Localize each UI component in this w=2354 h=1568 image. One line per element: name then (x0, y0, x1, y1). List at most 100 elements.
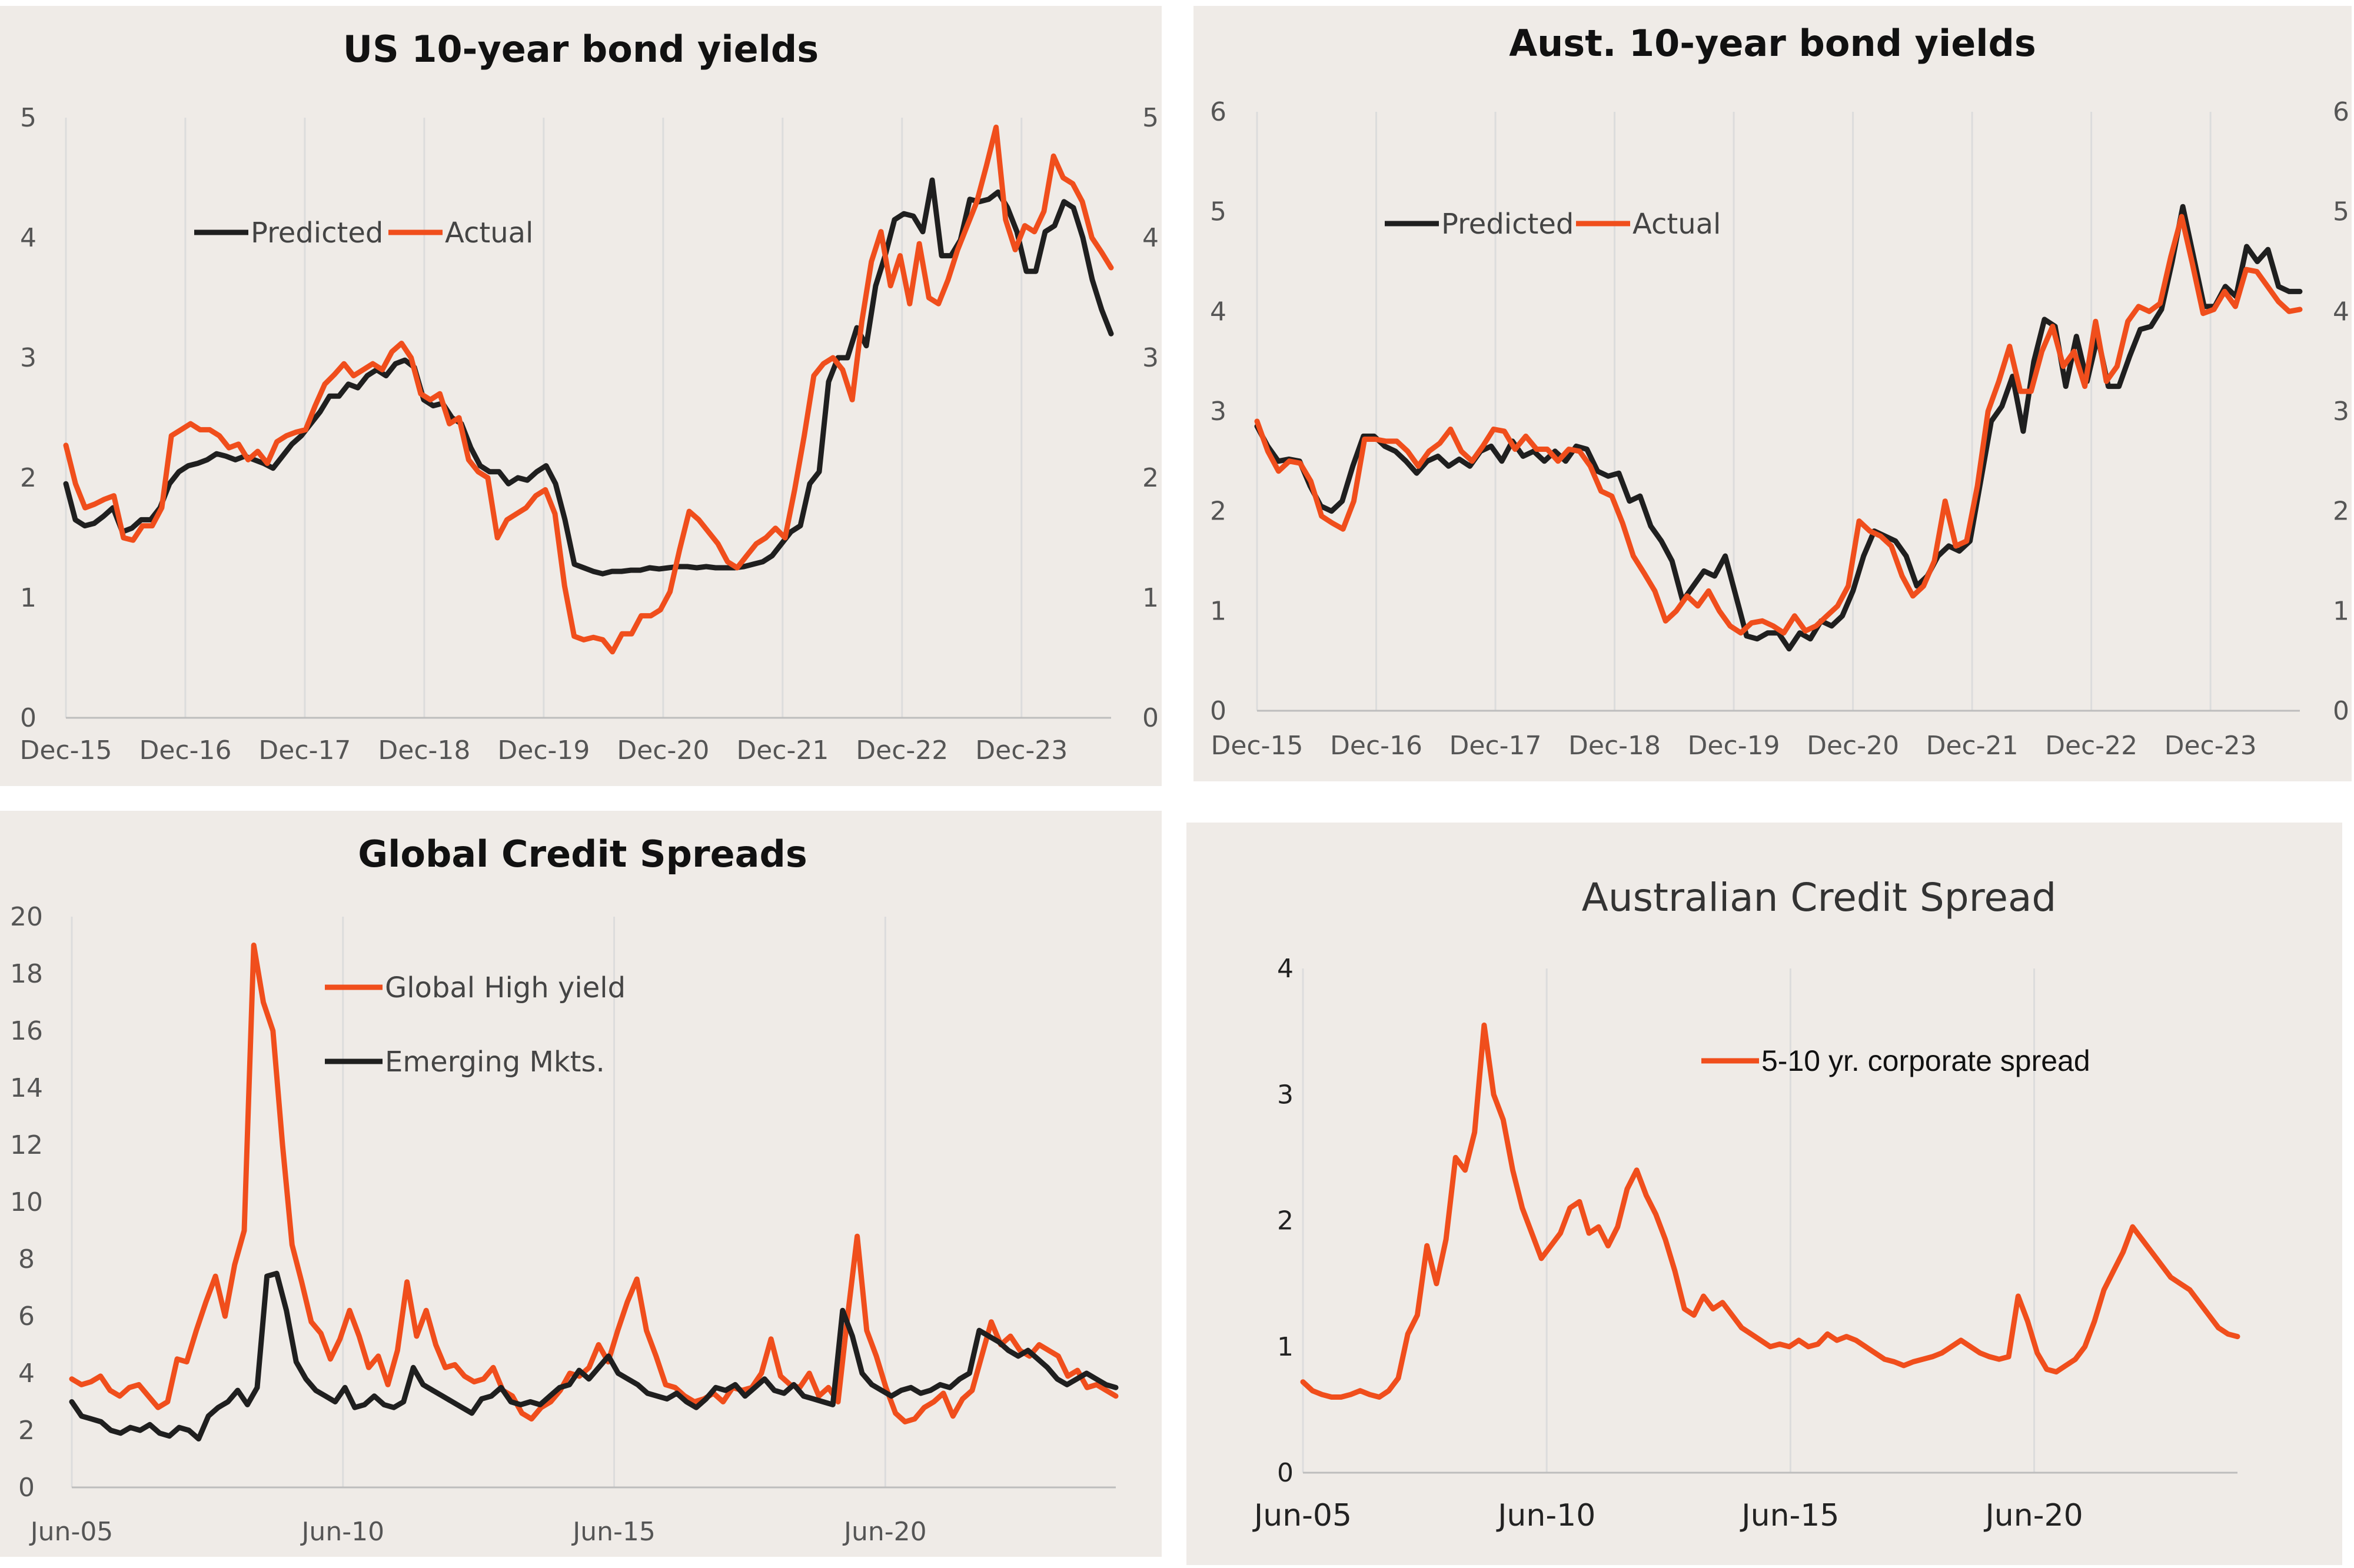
series-lines (63, 124, 1114, 655)
x-tick-label: Jun-05 (29, 1517, 114, 1547)
series-line-global-high-yield (69, 943, 1119, 1424)
x-gridlines (65, 118, 1023, 718)
y-tick-label: 1 (20, 583, 36, 613)
y-axis-right-ticks: 0 1 2 3 4 5 (1142, 103, 1159, 733)
legend-item: Predicted (1385, 208, 1574, 241)
legend-label: Predicted (1441, 208, 1574, 241)
y-tick-label: 5 (1210, 197, 1226, 227)
chart-title: Aust. 10-year bond yields (1509, 22, 2036, 65)
y-tick-label: 1 (1210, 596, 1226, 626)
legend-item: Emerging Mkts. (325, 1046, 605, 1078)
y-tick-label: 3 (1210, 397, 1226, 427)
y-tick-label: 4 (1277, 954, 1294, 984)
legend: Predicted Actual (194, 217, 533, 249)
series-line-emerging-mkts- (69, 1270, 1119, 1442)
y-tick-label: 6 (18, 1301, 35, 1331)
y-tick-label: 12 (10, 1130, 43, 1160)
y-axis-left-ticks: 0 1 2 3 4 (1277, 954, 1294, 1488)
y-tick-label-right: 1 (1142, 583, 1159, 613)
legend-label: Global High yield (385, 971, 626, 1004)
x-tick-label: Dec-19 (497, 735, 590, 765)
legend: Global High yield Emerging Mkts. (325, 971, 626, 1078)
x-tick-label: Dec-23 (2165, 731, 2257, 761)
series-lines (1300, 1022, 2240, 1400)
y-tick-label-right: 2 (2333, 497, 2349, 527)
y-tick-label-right: 6 (2333, 97, 2349, 127)
legend-item: Global High yield (325, 971, 626, 1004)
y-tick-label: 5 (20, 103, 36, 133)
legend-label: Predicted (251, 217, 383, 249)
aus-bond-yields-panel: Aust. 10-year bond yields 0 1 2 3 4 5 6 0 1 2 3 4 5… (1193, 6, 2352, 781)
y-tick-label: 10 (10, 1187, 43, 1217)
legend-item: Actual (388, 217, 533, 249)
y-tick-label: 6 (1210, 97, 1226, 127)
x-tick-label: Jun-15 (571, 1517, 656, 1547)
series-line-5-10-yr-corporate-spread (1300, 1022, 2240, 1400)
y-tick-label: 0 (1210, 696, 1226, 726)
y-tick-label: 2 (18, 1416, 35, 1446)
series-line-predicted (63, 177, 1114, 577)
x-tick-label: Dec-15 (1211, 731, 1303, 761)
y-tick-label: 8 (18, 1244, 35, 1274)
x-tick-label: Jun-05 (1252, 1498, 1352, 1533)
y-tick-label: 20 (10, 902, 43, 932)
legend-label: 5-10 yr. corporate spread (1761, 1044, 2090, 1077)
legend: Predicted Actual (1385, 208, 1721, 241)
y-axis-left-ticks: 0 2 4 6 8 10 12 14 16 18 20 (10, 902, 43, 1503)
x-tick-label: Dec-20 (617, 735, 709, 765)
x-axis-ticks: Dec-15 Dec-16 Dec-17 Dec-18 Dec-19 Dec-20 Dec-… (19, 735, 1068, 765)
x-gridlines (1302, 968, 2036, 1473)
y-tick-label: 16 (10, 1016, 43, 1046)
y-tick-label: 3 (20, 343, 36, 373)
x-tick-label: Jun-20 (842, 1517, 927, 1547)
x-axis-ticks: Dec-15 Dec-16 Dec-17 Dec-18 Dec-19 Dec-20 Dec-… (1211, 731, 2256, 761)
series-line-actual (63, 124, 1114, 655)
legend-label: Emerging Mkts. (385, 1046, 605, 1078)
y-tick-label: 4 (1210, 297, 1226, 327)
legend: 5-10 yr. corporate spread (1701, 1044, 2090, 1077)
legend-item: Predicted (194, 217, 383, 249)
y-tick-label-right: 0 (2333, 696, 2349, 726)
x-tick-label: Dec-19 (1688, 731, 1780, 761)
legend-item: Actual (1576, 208, 1721, 241)
y-tick-label: 4 (18, 1359, 35, 1389)
chart-title: Global Credit Spreads (358, 833, 807, 875)
x-tick-label: Dec-22 (2045, 731, 2137, 761)
global-credit-spreads-panel: Global Credit Spreads 0 2 4 6 8 10 12 14 16 18 20 … (0, 811, 1162, 1557)
series-lines (1254, 204, 2303, 652)
y-tick-label-right: 5 (1142, 103, 1159, 133)
series-line-predicted (1254, 204, 2303, 652)
legend-label: Actual (1632, 208, 1721, 241)
us-bond-yields-panel: US 10-year bond yields 0 1 2 3 4 5 0 1 2 3 4 5 Dec… (0, 6, 1162, 786)
series-lines (69, 943, 1119, 1442)
x-tick-label: Jun-10 (300, 1517, 384, 1547)
legend-item: 5-10 yr. corporate spread (1701, 1044, 2090, 1077)
x-tick-label: Dec-18 (1568, 731, 1661, 761)
x-axis-ticks: Jun-05 Jun-10 Jun-15 Jun-20 (1252, 1498, 2083, 1533)
x-tick-label: Jun-15 (1740, 1498, 1839, 1533)
x-tick-label: Dec-17 (1449, 731, 1542, 761)
series-line-actual (1254, 214, 2303, 636)
y-tick-label-right: 1 (2333, 596, 2349, 626)
y-tick-label-right: 4 (1142, 223, 1159, 253)
y-tick-label: 2 (1210, 497, 1226, 527)
x-tick-label: Jun-10 (1496, 1498, 1595, 1533)
y-tick-label-right: 0 (1142, 703, 1159, 733)
x-tick-label: Dec-22 (856, 735, 948, 765)
global-credit-spreads-chart: Global Credit Spreads 02468101214161820 … (10, 833, 1119, 1547)
y-tick-label: 1 (1277, 1332, 1294, 1362)
y-axis-left-ticks: 0 1 2 3 4 5 (20, 103, 36, 733)
x-tick-label: Dec-23 (975, 735, 1068, 765)
x-tick-label: Dec-16 (1330, 731, 1422, 761)
x-tick-label: Jun-20 (1983, 1498, 2083, 1533)
x-gridlines (1256, 112, 2212, 711)
x-axis-ticks: Jun-05 Jun-10 Jun-15 Jun-20 (29, 1517, 927, 1547)
aus-bond-yields-chart: Aust. 10-year bond yields 0 1 2 3 4 5 6 0 1 2 3 4 5… (1210, 22, 2349, 761)
x-tick-label: Dec-17 (258, 735, 351, 765)
legend-label: Actual (445, 217, 533, 249)
y-tick-label: 0 (20, 703, 36, 733)
x-tick-label: Dec-16 (139, 735, 231, 765)
y-tick-label: 2 (20, 463, 36, 493)
